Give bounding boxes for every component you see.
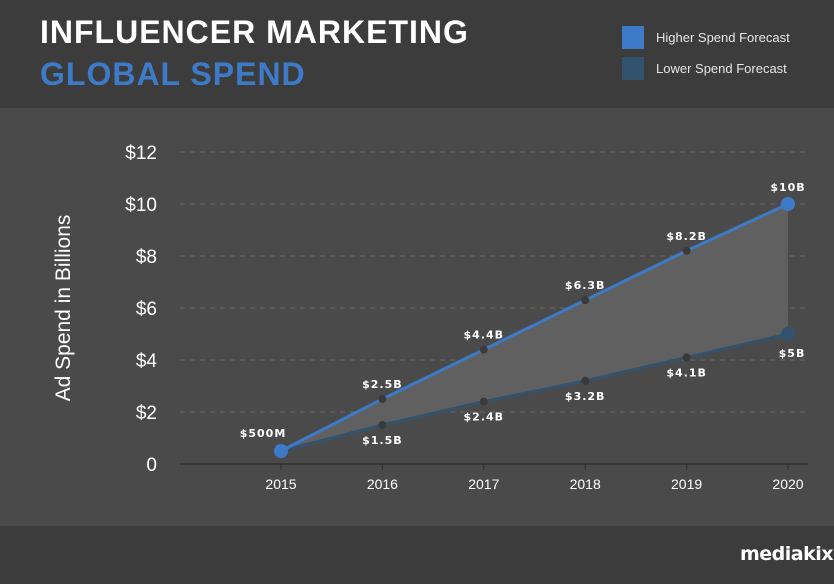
data-point bbox=[781, 327, 795, 341]
mediakix-logo: mediakix bbox=[740, 543, 834, 565]
legend-swatch-lower bbox=[622, 57, 644, 80]
data-label: $3.2B bbox=[565, 390, 606, 403]
x-tick-label: 2019 bbox=[671, 476, 702, 492]
legend-item-higher: Higher Spend Forecast bbox=[622, 26, 790, 49]
legend-swatch-higher bbox=[622, 26, 644, 49]
data-label: $1.5B bbox=[362, 434, 403, 447]
x-tick-label: 2018 bbox=[570, 476, 601, 492]
y-tick-label: $6 bbox=[136, 299, 157, 320]
data-point bbox=[479, 397, 488, 406]
data-point bbox=[581, 296, 590, 305]
forecast-range-area bbox=[281, 204, 788, 451]
data-point bbox=[274, 444, 288, 458]
data-point bbox=[682, 353, 691, 362]
data-label: $2.5B bbox=[362, 378, 403, 391]
data-label: $2.4B bbox=[464, 411, 505, 424]
title: INFLUENCER MARKETING bbox=[40, 14, 469, 50]
data-point bbox=[479, 345, 488, 354]
data-label: $10B bbox=[770, 181, 805, 194]
x-tick-label: 2020 bbox=[772, 476, 803, 492]
y-axis-label: Ad Spend in Billions bbox=[52, 215, 75, 402]
data-point bbox=[781, 197, 795, 211]
data-label: $500M bbox=[240, 427, 287, 440]
legend-label-higher: Higher Spend Forecast bbox=[656, 30, 790, 45]
y-tick-label: $4 bbox=[136, 351, 158, 372]
y-tick-label: $2 bbox=[136, 403, 157, 424]
data-point bbox=[378, 395, 387, 403]
x-tick-label: 2017 bbox=[468, 476, 499, 492]
data-label: $5B bbox=[779, 347, 806, 360]
y-tick-label: $12 bbox=[125, 143, 157, 164]
y-tick-label: $8 bbox=[136, 247, 157, 268]
legend-item-lower: Lower Spend Forecast bbox=[622, 57, 787, 80]
data-label: $4.1B bbox=[666, 366, 707, 379]
series-line-higher bbox=[280, 202, 789, 453]
y-tick-label: 0 bbox=[146, 455, 157, 476]
x-tick-label: 2015 bbox=[265, 476, 296, 492]
x-tick-label: 2016 bbox=[367, 476, 398, 492]
y-tick-label: $10 bbox=[125, 195, 157, 216]
subtitle: GLOBAL SPEND bbox=[40, 56, 306, 92]
data-point bbox=[682, 246, 691, 255]
series-line-lower bbox=[280, 332, 789, 453]
data-label: $4.4B bbox=[464, 329, 505, 342]
data-label: $8.2B bbox=[666, 230, 707, 243]
data-point bbox=[378, 421, 387, 429]
data-point bbox=[581, 376, 590, 385]
legend-label-lower: Lower Spend Forecast bbox=[656, 61, 787, 76]
data-label: $6.3B bbox=[565, 279, 606, 292]
